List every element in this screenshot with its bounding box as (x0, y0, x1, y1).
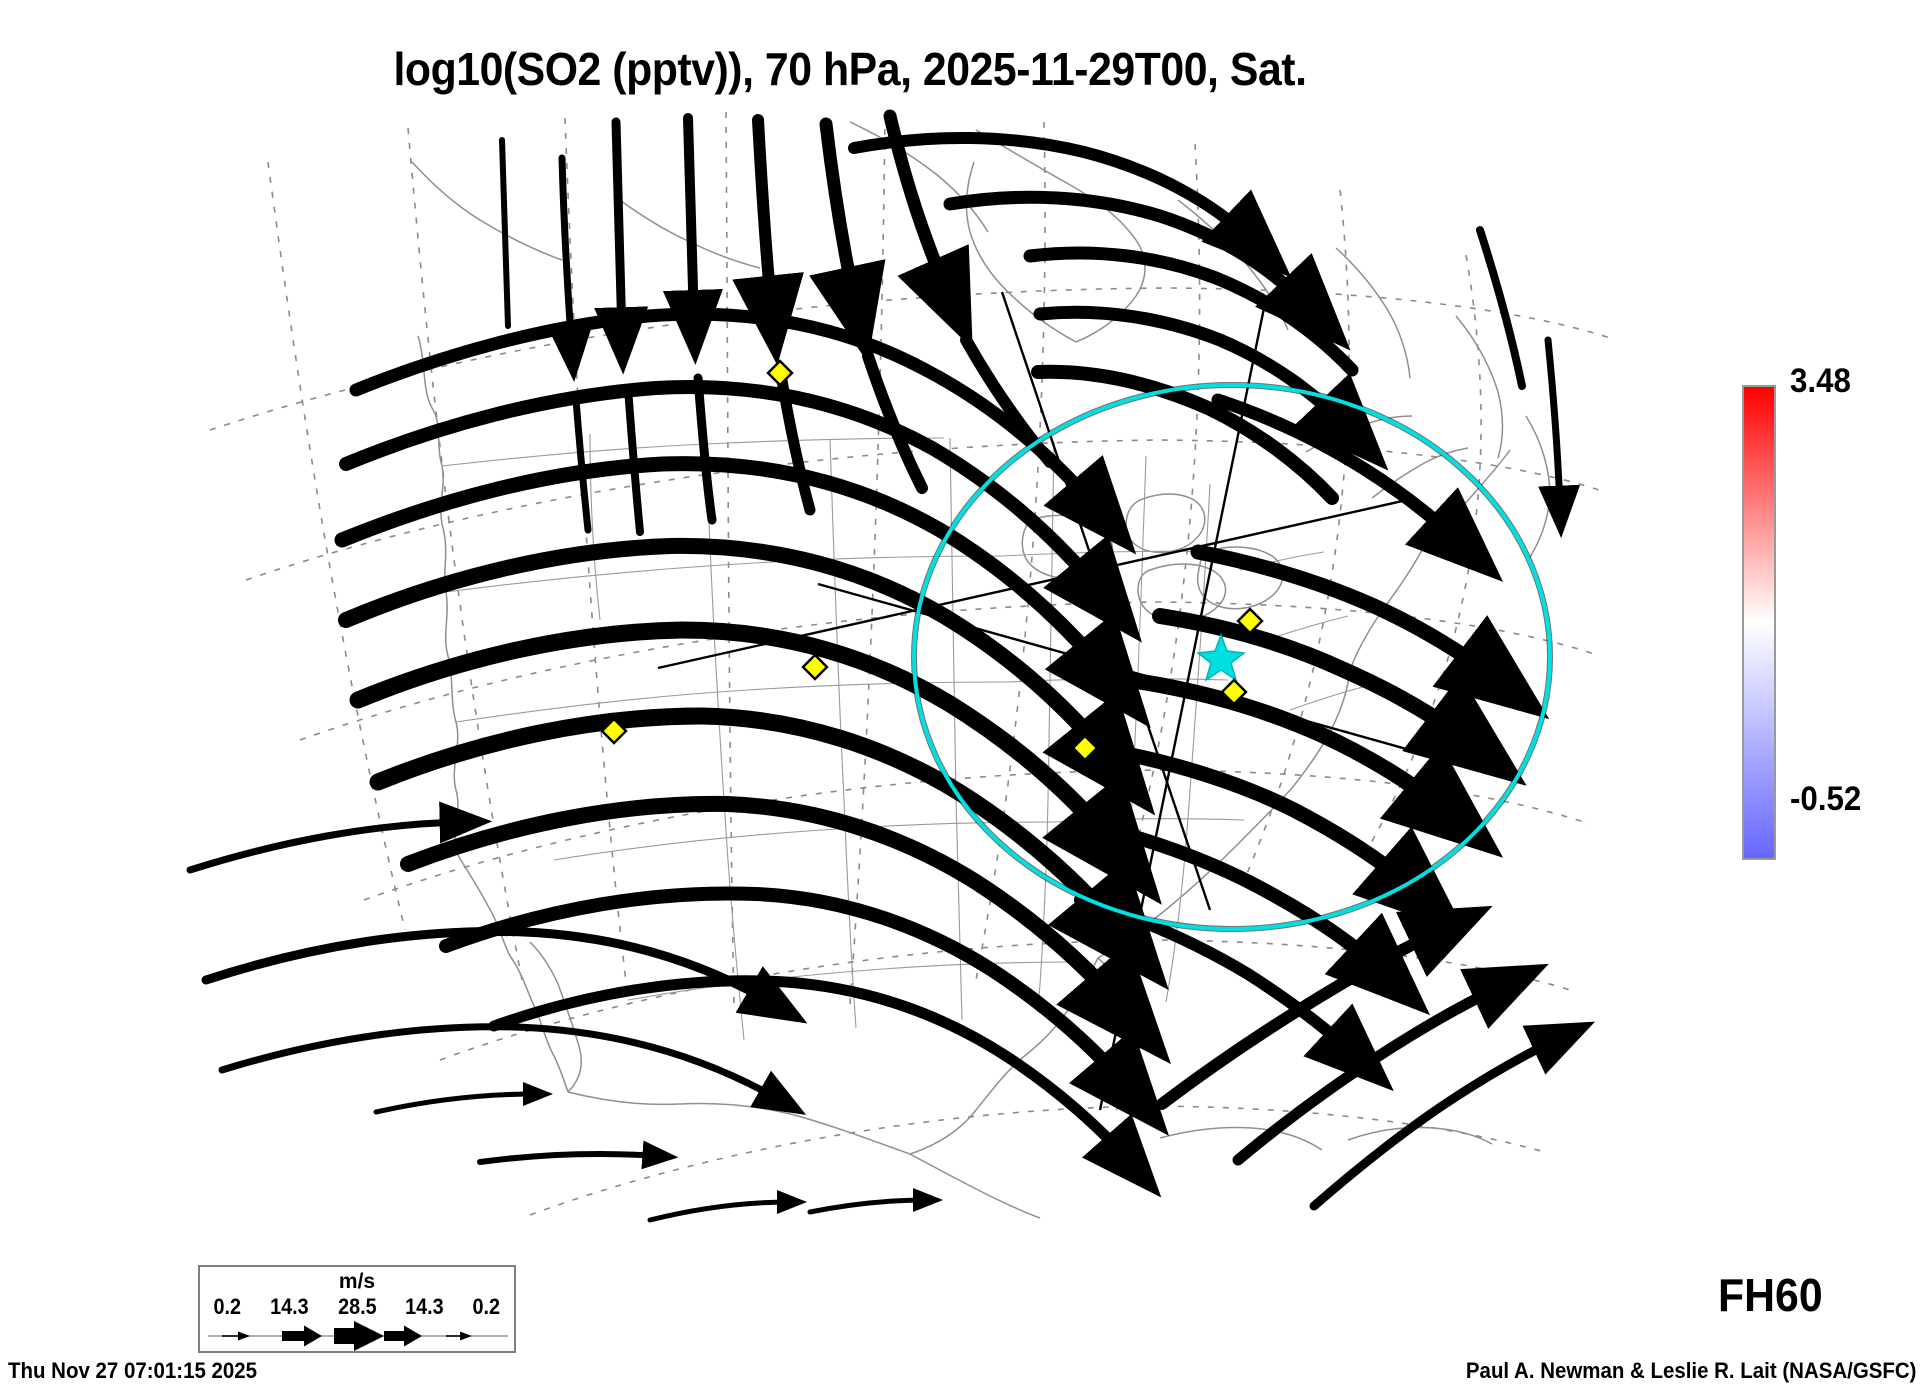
map-svg (186, 109, 1611, 1223)
wind-legend-value: 28.5 (337, 1294, 377, 1319)
wind-speed-legend: m/s 0.2 14.3 28.5 14.3 0.2 (198, 1265, 516, 1353)
forecast-hour-label: FH60 (1718, 1269, 1823, 1321)
wind-legend-arrow-icons (208, 1321, 508, 1351)
colorbar: 3.48 -0.52 (1742, 362, 1926, 870)
generation-timestamp: Thu Nov 27 07:01:15 2025 (8, 1358, 258, 1383)
wind-legend-values: 0.2 14.3 28.5 14.3 0.2 (200, 1294, 514, 1320)
map-center-star-icon (1196, 632, 1246, 682)
colorbar-min-label: -0.52 (1790, 780, 1862, 818)
map-graticule (209, 111, 1611, 1216)
wind-legend-unit-label: m/s (338, 1270, 376, 1293)
map-orbit-tracks (657, 291, 1417, 1111)
map-overlay-circle (911, 382, 1553, 932)
page-title: log10(SO2 (pptv)), 70 hPa, 2025-11-29T00… (393, 43, 1307, 95)
wind-legend-value: 14.3 (270, 1294, 309, 1319)
author-credit: Paul A. Newman & Leslie R. Lait (NASA/GS… (1465, 1358, 1916, 1383)
colorbar-gradient (1742, 385, 1776, 860)
map-streamlines (186, 109, 1596, 1223)
wind-legend-value: 0.2 (472, 1294, 501, 1319)
map-station-markers (600, 359, 1264, 762)
wind-legend-value: 14.3 (405, 1294, 444, 1319)
wind-legend-value: 0.2 (213, 1294, 242, 1319)
map-state-borders (441, 433, 1367, 1041)
map-plot-area (150, 100, 1690, 1280)
colorbar-max-label: 3.48 (1790, 362, 1851, 400)
